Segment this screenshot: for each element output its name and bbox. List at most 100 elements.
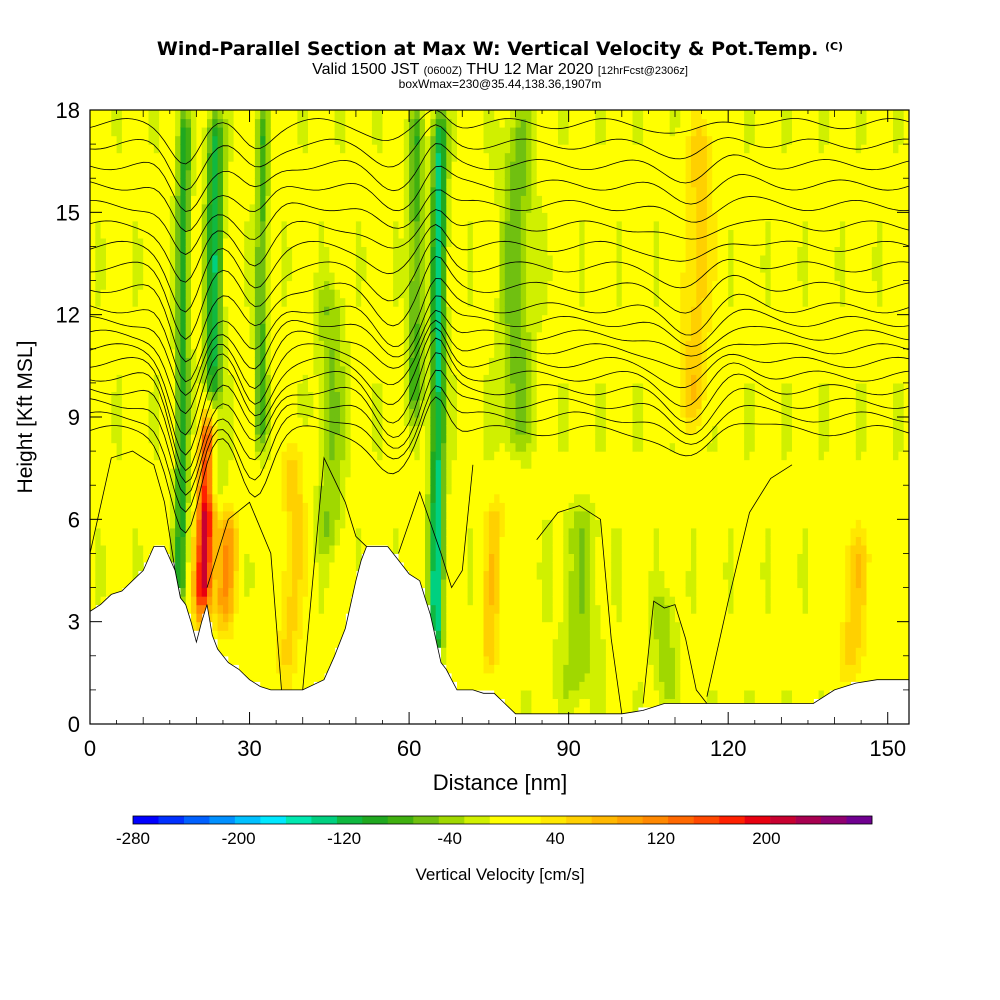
velocity-cell (228, 263, 235, 273)
velocity-cell (143, 255, 150, 265)
velocity-cell (313, 647, 320, 657)
velocity-cell (244, 544, 251, 554)
velocity-cell (435, 237, 442, 247)
velocity-cell (355, 425, 362, 435)
velocity-cell (127, 570, 134, 580)
velocity-cell (196, 118, 203, 128)
velocity-cell (350, 451, 357, 461)
velocity-cell (106, 570, 112, 580)
velocity-cell (228, 544, 235, 554)
velocity-cell (451, 212, 458, 222)
velocity-cell (90, 391, 96, 401)
velocity-cell (223, 152, 229, 162)
velocity-cell (164, 161, 171, 171)
velocity-cell (185, 442, 192, 452)
velocity-cell (302, 647, 309, 657)
velocity-cell (451, 587, 458, 597)
velocity-cell (446, 263, 453, 273)
velocity-cell (238, 502, 245, 512)
velocity-cell (127, 536, 134, 546)
velocity-cell (504, 434, 511, 444)
velocity-cell (175, 323, 181, 333)
velocity-cell (270, 365, 277, 375)
velocity-cell (207, 544, 213, 554)
velocity-cell (435, 297, 442, 307)
velocity-cell (265, 306, 272, 316)
velocity-cell (308, 220, 314, 230)
velocity-cell (111, 391, 118, 401)
velocity-cell (196, 613, 203, 623)
velocity-cell (515, 681, 522, 691)
velocity-cell (340, 323, 346, 333)
velocity-cell (409, 229, 415, 239)
velocity-cell (292, 374, 298, 384)
velocity-cell (159, 289, 165, 299)
velocity-cell (430, 579, 437, 589)
velocity-cell (462, 382, 469, 392)
velocity-cell (510, 442, 516, 452)
velocity-cell (111, 485, 118, 495)
velocity-cell (159, 203, 165, 213)
velocity-cell (499, 638, 506, 648)
velocity-cell (308, 417, 314, 427)
velocity-cell (467, 391, 474, 401)
velocity-cell (467, 638, 474, 648)
velocity-cell (382, 110, 389, 120)
velocity-cell (164, 246, 171, 256)
velocity-cell (403, 544, 410, 554)
velocity-cell (419, 417, 426, 427)
velocity-cell (127, 118, 134, 128)
velocity-cell (414, 272, 421, 282)
velocity-cell (308, 476, 314, 486)
velocity-cell (228, 144, 235, 154)
velocity-cell (223, 382, 229, 392)
velocity-cell (111, 502, 118, 512)
velocity-cell (175, 203, 181, 213)
velocity-cell (169, 468, 176, 478)
velocity-cell (467, 289, 474, 299)
velocity-cell (324, 579, 330, 589)
velocity-cell (153, 280, 160, 290)
velocity-cell (371, 220, 378, 230)
velocity-cell (175, 127, 181, 137)
velocity-cell (100, 570, 107, 580)
velocity-cell (90, 357, 96, 367)
velocity-cell (180, 485, 187, 495)
velocity-cell (366, 127, 373, 137)
velocity-cell (520, 485, 527, 495)
velocity-cell (302, 110, 309, 120)
velocity-cell (180, 417, 187, 427)
velocity-cell (249, 374, 256, 384)
velocity-cell (121, 220, 128, 230)
velocity-cell (441, 186, 447, 196)
velocity-cell (483, 186, 490, 196)
velocity-cell (116, 314, 123, 324)
velocity-cell (137, 502, 144, 512)
velocity-cell (334, 451, 341, 461)
velocity-cell (361, 246, 368, 256)
velocity-cell (361, 280, 368, 290)
velocity-cell (382, 391, 389, 401)
velocity-cell (345, 186, 352, 196)
velocity-cell (233, 382, 240, 392)
velocity-cell (95, 135, 102, 145)
velocity-cell (308, 451, 314, 461)
velocity-cell (286, 493, 293, 503)
velocity-cell (207, 348, 213, 358)
velocity-cell (238, 562, 245, 572)
velocity-cell (249, 596, 256, 606)
velocity-cell (515, 442, 522, 452)
velocity-cell (116, 272, 123, 282)
velocity-cell (361, 289, 368, 299)
velocity-cell (191, 544, 197, 554)
velocity-cell (340, 220, 346, 230)
velocity-cell (223, 161, 229, 171)
velocity-cell (95, 203, 102, 213)
velocity-cell (302, 340, 309, 350)
velocity-cell (116, 220, 123, 230)
velocity-cell (169, 280, 176, 290)
velocity-cell (292, 118, 298, 128)
velocity-cell (137, 161, 144, 171)
velocity-cell (191, 280, 197, 290)
velocity-cell (100, 255, 107, 265)
